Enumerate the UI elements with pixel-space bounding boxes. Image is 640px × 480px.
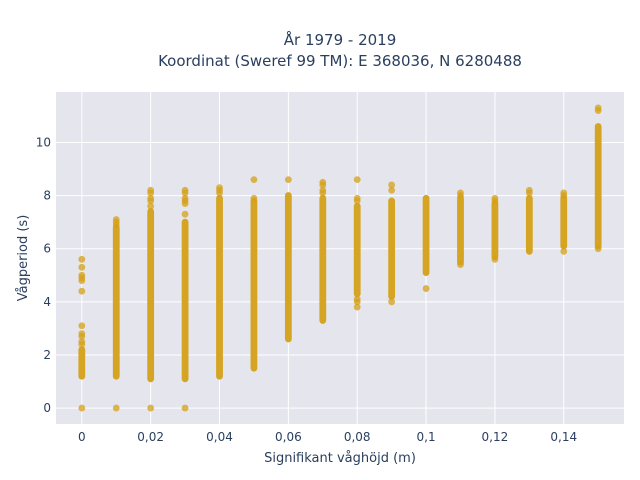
data-point-9-2 xyxy=(388,181,396,189)
x-tick-label-0: 0 xyxy=(78,430,86,444)
point-cluster-7 xyxy=(319,194,327,324)
point-cluster-4 xyxy=(216,194,223,380)
data-point-11-0 xyxy=(457,261,464,269)
data-point-7-1 xyxy=(319,186,327,194)
point-cluster-11 xyxy=(457,194,464,266)
x-tick-label-5: 0,1 xyxy=(417,430,436,444)
data-point-9-1 xyxy=(388,186,396,194)
y-tick-label-4: 8 xyxy=(43,189,51,203)
data-point-2-1 xyxy=(147,202,155,210)
point-cluster-6 xyxy=(284,192,292,343)
data-point-1-0 xyxy=(112,404,120,412)
data-point-13-1 xyxy=(525,186,533,194)
chart-title-line-2: Koordinat (Sweref 99 TM): E 368036, N 62… xyxy=(158,52,522,70)
x-tick-label-6: 0,12 xyxy=(482,430,509,444)
chart-title-line-1: År 1979 - 2019 xyxy=(284,30,397,49)
point-cluster-3 xyxy=(181,218,189,383)
data-point-0-4 xyxy=(78,330,86,338)
plot-area xyxy=(56,92,624,424)
x-tick-label-1: 0,02 xyxy=(137,430,164,444)
data-point-5-1 xyxy=(250,176,258,184)
data-point-0-0 xyxy=(78,404,86,412)
data-point-14-0 xyxy=(560,247,568,255)
data-point-0-10 xyxy=(78,263,86,271)
data-point-8-4 xyxy=(353,194,361,202)
y-tick-label-2: 4 xyxy=(43,295,51,309)
data-point-14-2 xyxy=(560,189,568,197)
data-point-2-3 xyxy=(147,194,155,202)
data-point-15-0 xyxy=(594,245,602,253)
data-point-6-0 xyxy=(284,176,292,184)
data-point-12-2 xyxy=(491,194,499,202)
data-points xyxy=(78,104,602,412)
y-tick-label-5: 10 xyxy=(36,135,51,149)
data-point-3-0 xyxy=(181,404,189,412)
data-point-8-5 xyxy=(353,176,361,184)
point-cluster-2 xyxy=(147,208,155,383)
point-cluster-5 xyxy=(250,197,258,372)
point-cluster-12 xyxy=(491,200,499,261)
data-point-8-2 xyxy=(353,295,361,303)
data-point-15-2 xyxy=(594,104,602,112)
point-cluster-15 xyxy=(594,123,602,250)
data-point-4-2 xyxy=(216,184,223,192)
x-tick-label-3: 0,06 xyxy=(275,430,302,444)
data-point-0-5 xyxy=(78,322,86,330)
data-point-0-6 xyxy=(78,287,86,295)
data-point-2-5 xyxy=(147,186,155,194)
x-tick-label-7: 0,14 xyxy=(550,430,577,444)
data-point-11-2 xyxy=(457,189,464,197)
point-cluster-8 xyxy=(353,202,361,298)
point-cluster-9 xyxy=(388,197,396,300)
x-tick-label-4: 0,08 xyxy=(344,430,371,444)
data-point-5-0 xyxy=(250,194,258,202)
data-point-10-0 xyxy=(422,285,430,292)
data-point-9-0 xyxy=(388,298,396,306)
y-tick-label-1: 2 xyxy=(43,348,51,362)
data-point-1-3 xyxy=(112,216,120,223)
point-cluster-0 xyxy=(78,346,86,380)
data-point-3-6 xyxy=(181,186,189,194)
y-tick-label-3: 6 xyxy=(43,242,51,256)
x-axis-label: Signifikant våghöjd (m) xyxy=(264,451,416,466)
point-cluster-14 xyxy=(560,194,568,250)
x-tick-labels: 0 0,02 0,04 0,06 0,08 0,1 0,12 0,14 xyxy=(78,430,577,444)
data-point-3-4 xyxy=(181,194,189,202)
data-point-0-11 xyxy=(78,255,86,263)
data-point-8-0 xyxy=(353,303,361,311)
data-point-3-1 xyxy=(181,210,189,218)
y-tick-labels: 0 2 4 6 8 10 xyxy=(36,135,51,415)
data-point-0-9 xyxy=(78,271,86,279)
point-cluster-1 xyxy=(112,224,120,380)
point-cluster-10 xyxy=(422,194,430,277)
data-point-0-2 xyxy=(78,338,86,346)
y-tick-label-0: 0 xyxy=(43,401,51,415)
data-point-7-3 xyxy=(319,178,327,186)
point-cluster-13 xyxy=(525,194,533,255)
data-point-2-0 xyxy=(147,404,155,412)
data-point-12-0 xyxy=(491,255,499,263)
x-tick-label-2: 0,04 xyxy=(206,430,233,444)
y-axis-label: Vågperiod (s) xyxy=(16,215,31,302)
